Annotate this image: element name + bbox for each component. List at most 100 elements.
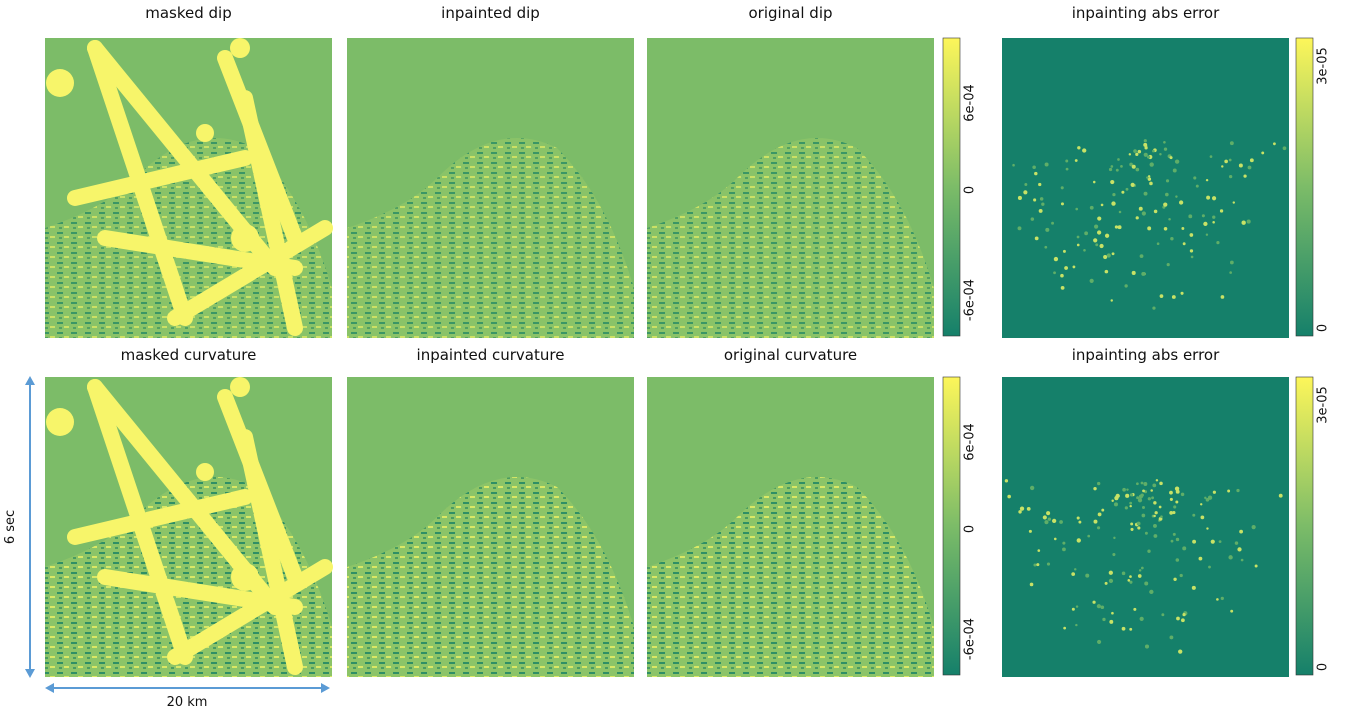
error-dot — [1141, 567, 1144, 570]
error-dot — [1030, 486, 1034, 490]
error-dot — [1248, 166, 1252, 170]
panel-image — [45, 377, 332, 677]
error-dot — [1181, 227, 1184, 230]
error-dot — [1176, 538, 1179, 541]
mask-blob — [231, 224, 259, 252]
error-dot — [1038, 183, 1041, 186]
error-dot — [1128, 579, 1131, 582]
error-dot — [1153, 515, 1155, 517]
error-dot — [1144, 146, 1147, 149]
error-dot — [1098, 513, 1102, 517]
error-dot — [1113, 537, 1115, 539]
error-dot — [1090, 206, 1094, 210]
panel-image — [1002, 377, 1289, 677]
error-dot — [1065, 160, 1068, 163]
error-dot — [1261, 151, 1264, 154]
error-dot — [1193, 176, 1196, 179]
error-dot — [1136, 482, 1139, 485]
error-dot — [1150, 162, 1154, 166]
error-dot — [1204, 497, 1206, 499]
error-dot — [1153, 534, 1157, 538]
error-dot — [1175, 501, 1178, 504]
error-dot — [1018, 196, 1022, 200]
error-dot — [1181, 493, 1184, 496]
error-dot — [1101, 605, 1105, 609]
error-dot — [1075, 159, 1078, 162]
error-dot — [1112, 553, 1115, 556]
panel-title: inpainted curvature — [417, 346, 565, 364]
error-dot — [1173, 533, 1176, 536]
error-dot — [1176, 558, 1180, 562]
error-dot — [1126, 188, 1129, 191]
error-dot — [1138, 574, 1142, 578]
error-dot — [1221, 165, 1223, 167]
error-dot — [1054, 538, 1057, 541]
error-dot — [1211, 540, 1215, 544]
error-dot — [1161, 613, 1164, 616]
error-dot — [1090, 279, 1094, 283]
error-dot — [1035, 237, 1039, 241]
mask-blob — [196, 124, 214, 142]
error-dot — [1029, 530, 1032, 533]
error-dot — [1077, 236, 1080, 239]
panel-title: original dip — [748, 4, 832, 22]
error-dot — [1210, 155, 1213, 158]
error-dot — [1132, 165, 1135, 168]
colorbar-tick-label: 6e-04 — [963, 423, 978, 461]
error-dot — [1144, 581, 1148, 585]
error-dot — [1149, 182, 1153, 186]
error-dot — [1192, 514, 1195, 517]
error-dot — [1072, 608, 1075, 611]
error-dot — [1163, 203, 1167, 207]
error-dot — [1182, 546, 1186, 550]
error-dot — [1216, 241, 1219, 244]
error-dot — [1077, 244, 1080, 247]
error-dot — [1230, 141, 1234, 145]
error-dot — [1181, 618, 1185, 622]
panel-image — [1002, 38, 1289, 338]
error-dot — [1200, 503, 1202, 505]
error-dot — [1192, 540, 1196, 544]
error-dot — [1129, 502, 1132, 505]
panel-title: original curvature — [724, 346, 857, 364]
colorbar-tick-label: -6e-04 — [963, 618, 978, 660]
error-dot — [1202, 214, 1205, 217]
error-dot — [1159, 482, 1163, 486]
error-dot — [1150, 489, 1153, 492]
error-dot — [1129, 153, 1131, 155]
error-dot — [1139, 569, 1141, 571]
error-dot — [1137, 522, 1141, 526]
colorbar-tick-label: 3e-05 — [1316, 386, 1331, 424]
error-dot — [1084, 231, 1088, 235]
error-dot — [1027, 507, 1031, 511]
error-dot — [1097, 640, 1101, 644]
error-dot — [1190, 249, 1193, 252]
panel-image — [45, 38, 332, 338]
error-dot — [1142, 514, 1146, 518]
error-dot — [1145, 532, 1148, 535]
error-dot — [1239, 164, 1243, 168]
figure: 6 sec 20 km masked dipinpainted diporigi… — [0, 0, 1345, 712]
error-dot — [1216, 598, 1219, 601]
colorbar — [1296, 377, 1313, 675]
error-dot — [1095, 243, 1098, 246]
colorbar — [1296, 38, 1313, 336]
error-dot — [1142, 211, 1146, 215]
error-dot — [1152, 483, 1156, 487]
mask-blob — [230, 38, 250, 58]
error-dot — [1094, 224, 1098, 228]
error-dot — [1247, 220, 1251, 224]
error-dot — [1110, 180, 1114, 184]
error-dot — [1230, 261, 1234, 265]
error-dot — [1061, 186, 1064, 189]
error-dot — [1230, 610, 1233, 613]
error-dot — [1143, 482, 1147, 486]
error-dot — [1105, 270, 1109, 274]
error-dot — [1046, 511, 1050, 515]
error-dot — [1120, 165, 1123, 168]
error-dot — [1166, 179, 1169, 182]
error-dot — [1191, 256, 1194, 259]
vertical-scale-label: 6 sec — [3, 510, 18, 544]
error-dot — [1109, 571, 1113, 575]
error-dot — [1203, 222, 1207, 226]
